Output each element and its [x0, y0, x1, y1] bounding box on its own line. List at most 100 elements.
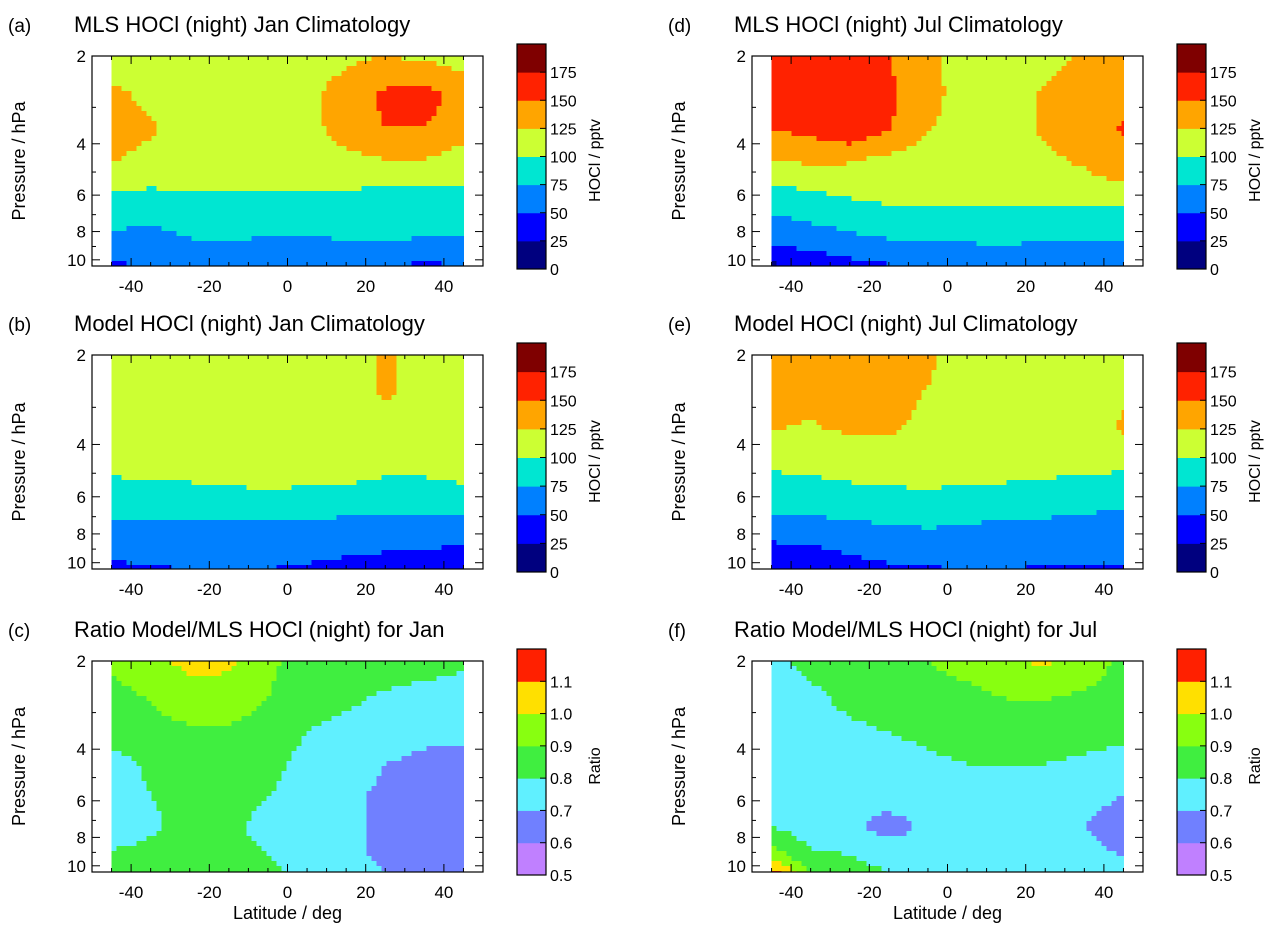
colorbar-tick-label: 125	[1210, 422, 1237, 439]
x-tick-label: -40	[779, 883, 804, 902]
chart-title: Ratio Model/MLS HOCl (night) for Jan	[74, 617, 444, 642]
colorbar-tick-label: 0	[1210, 565, 1219, 582]
panel-a: -40 -20 0 20 40 2 4 6 8 10 (a) MLS HOCl (night) Jan…	[8, 12, 604, 296]
y-tick-label: 4	[77, 740, 86, 759]
colorbar-swatch	[517, 457, 546, 487]
x-tick-label: 20	[1016, 580, 1035, 599]
colorbar-tick-label: 150	[550, 93, 577, 110]
colorbar-swatch	[1177, 810, 1206, 844]
colorbar-swatch	[517, 681, 546, 715]
y-tick-label: 2	[737, 652, 746, 671]
y-axis-label: Pressure / hPa	[669, 706, 689, 826]
contour-field	[111, 661, 465, 873]
colorbar: 0.5 0.6 0.7 0.8 0.9 1.0 1.1 Ratio	[516, 648, 604, 885]
colorbar-swatch	[1177, 400, 1206, 430]
colorbar-tick-label: 125	[550, 121, 577, 138]
x-tick-label: 20	[356, 580, 375, 599]
colorbar-tick-label: 175	[550, 65, 577, 82]
colorbar-tick-label: 50	[1210, 206, 1228, 223]
colorbar-tick-label: 0.8	[1210, 771, 1232, 788]
colorbar-tick-label: 0.6	[550, 836, 572, 853]
colorbar-tick-label: 0.9	[550, 739, 572, 756]
colorbar-tick-label: 0	[550, 565, 559, 582]
colorbar-title: HOCl / pptv	[587, 119, 604, 202]
y-tick-label: 2	[77, 47, 86, 66]
x-tick-label: -20	[197, 883, 222, 902]
colorbar-swatch	[517, 400, 546, 430]
colorbar-title: Ratio	[1247, 747, 1264, 784]
colorbar-swatch	[1177, 842, 1206, 876]
panel-label: (a)	[8, 16, 31, 37]
contour-field	[771, 661, 1125, 873]
x-tick-label: -20	[197, 580, 222, 599]
x-tick-label: 40	[1094, 277, 1113, 296]
x-tick-label: -40	[779, 277, 804, 296]
contour-field	[111, 56, 465, 267]
colorbar-tick-label: 0.8	[550, 771, 572, 788]
colorbar-swatch	[1177, 428, 1206, 458]
colorbar-tick-label: 175	[1210, 65, 1237, 82]
colorbar-swatch	[517, 184, 546, 214]
colorbar-swatch	[517, 240, 546, 270]
x-tick-label: 20	[356, 883, 375, 902]
x-tick-label: 20	[356, 277, 375, 296]
colorbar-swatch	[517, 371, 546, 401]
x-tick-label: -20	[857, 277, 882, 296]
x-tick-label: 0	[283, 277, 292, 296]
y-tick-label: 4	[77, 135, 86, 154]
colorbar-tick-label: 100	[550, 150, 577, 167]
colorbar-swatch	[1177, 649, 1206, 682]
y-tick-label: 4	[737, 740, 746, 759]
x-tick-label: -40	[119, 580, 144, 599]
colorbar-swatch	[1177, 745, 1206, 779]
y-tick-label: 2	[737, 47, 746, 66]
colorbar-swatch	[1177, 713, 1206, 747]
y-axis-label: Pressure / hPa	[9, 706, 29, 826]
y-axis-label: Pressure / hPa	[9, 100, 29, 220]
colorbar-tick-label: 25	[550, 234, 568, 251]
x-tick-label: 40	[434, 277, 453, 296]
colorbar-tick-label: 1.0	[1210, 707, 1232, 724]
y-tick-label: 10	[67, 857, 86, 876]
x-tick-label: 20	[1016, 277, 1035, 296]
colorbar-tick-label: 75	[550, 178, 568, 195]
panel-d: -40 -20 0 20 40 2 4 6 8 10 (d) MLS HOCl (night) Jul…	[668, 12, 1264, 296]
y-tick-label: 6	[77, 792, 86, 811]
colorbar-swatch	[517, 100, 546, 129]
colorbar: 0 25 50 75 100 125 150 175 HOCl / pptv	[1176, 43, 1264, 279]
colorbar: 0 25 50 75 100 125 150 175 HOCl / pptv	[516, 342, 604, 582]
colorbar-tick-label: 75	[550, 479, 568, 496]
colorbar-tick-label: 0.6	[1210, 836, 1232, 853]
colorbar-swatch	[1177, 514, 1206, 544]
colorbar-tick-label: 1.1	[1210, 674, 1232, 691]
chart-title: MLS HOCl (night) Jan Climatology	[74, 12, 410, 37]
colorbar-title: HOCl / pptv	[1247, 119, 1264, 202]
colorbar-swatch	[517, 543, 546, 573]
colorbar-swatch	[1177, 240, 1206, 270]
colorbar-swatch	[517, 343, 546, 373]
y-tick-label: 6	[737, 488, 746, 507]
colorbar-tick-label: 150	[550, 393, 577, 410]
colorbar-swatch	[1177, 156, 1206, 186]
colorbar-swatch	[1177, 128, 1206, 157]
colorbar-swatch	[517, 156, 546, 186]
colorbar-title: Ratio	[587, 747, 604, 784]
colorbar-swatch	[1177, 100, 1206, 129]
y-tick-label: 6	[737, 186, 746, 205]
panel-label: (d)	[668, 16, 691, 37]
colorbar-tick-label: 25	[1210, 234, 1228, 251]
y-tick-label: 6	[737, 792, 746, 811]
y-tick-label: 8	[77, 223, 86, 242]
colorbar-swatch	[517, 72, 546, 101]
chart-title: MLS HOCl (night) Jul Climatology	[734, 12, 1063, 37]
chart-title: Ratio Model/MLS HOCl (night) for Jul	[734, 617, 1097, 642]
colorbar-tick-label: 50	[1210, 508, 1228, 525]
x-tick-label: -40	[779, 580, 804, 599]
y-axis-label: Pressure / hPa	[669, 100, 689, 220]
colorbar-tick-label: 125	[1210, 121, 1237, 138]
colorbar-tick-label: 150	[1210, 393, 1237, 410]
colorbar-tick-label: 100	[1210, 150, 1237, 167]
colorbar-swatch	[1177, 44, 1206, 73]
y-tick-label: 6	[77, 186, 86, 205]
